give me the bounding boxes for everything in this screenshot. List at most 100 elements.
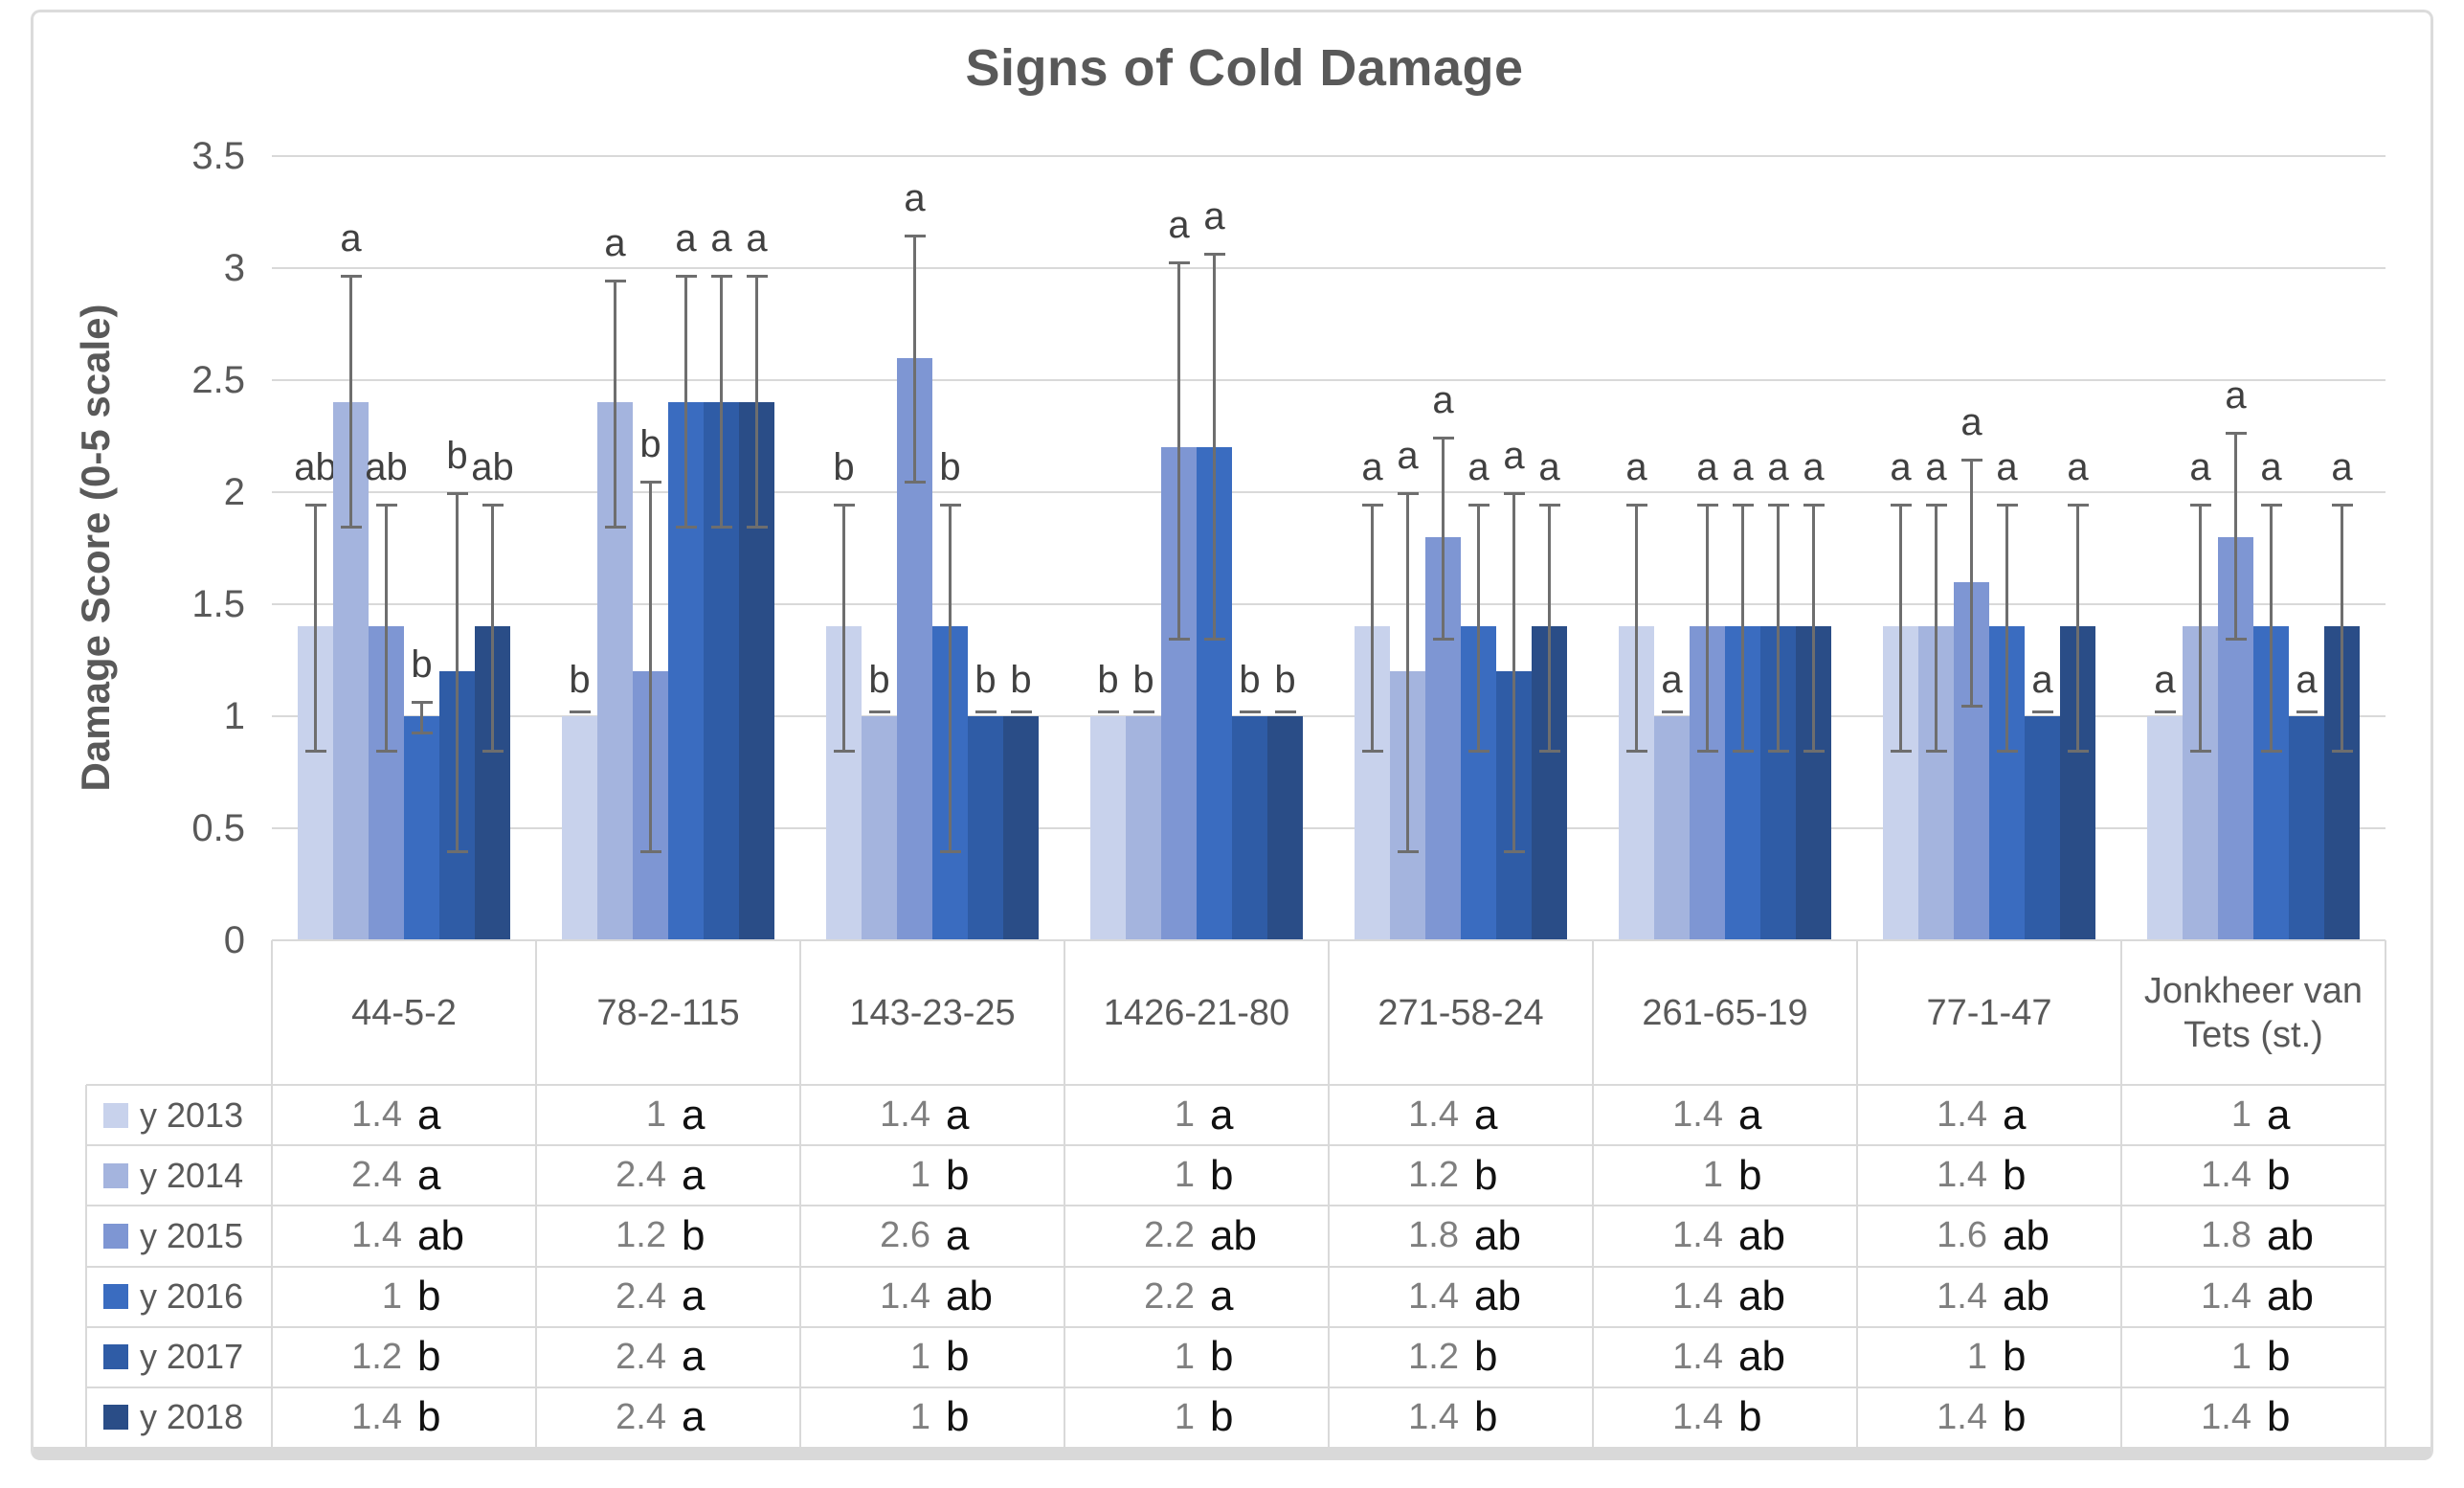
table-cell: 1.4 ab — [2121, 1267, 2386, 1327]
significance-letter: b — [1010, 659, 1032, 701]
bar-y2014-143-23-25 — [862, 716, 897, 940]
error-bar — [684, 275, 687, 527]
table-line — [1856, 940, 1858, 1449]
cell-value: 1.8 — [1408, 1215, 1459, 1256]
cell-value: 1 — [381, 1275, 402, 1317]
error-bar-cap-top — [482, 503, 504, 507]
error-bar-cap-bottom — [1432, 638, 1454, 642]
error-bar-cap-bottom — [1890, 750, 1912, 754]
table-cell: 2.4 a — [536, 1327, 800, 1387]
significance-letter: a — [1397, 435, 1419, 477]
cell-significance-letter: a — [682, 1091, 706, 1139]
significance-letter: a — [1803, 445, 1825, 488]
y-tick-label: 0.5 — [191, 807, 245, 849]
table-cell: 1.4 b — [272, 1387, 536, 1448]
error-bar-cap-top — [604, 279, 626, 282]
y-gridline — [272, 267, 2386, 269]
cell-significance-letter: b — [1210, 1151, 1234, 1199]
table-cell: 1.4 ab — [1593, 1206, 1857, 1266]
cell-significance-letter: ab — [2003, 1273, 2050, 1320]
cell-significance-letter: a — [682, 1333, 706, 1381]
table-cell: 1.4 a — [1593, 1085, 1857, 1145]
error-bar-cap-top — [1732, 503, 1754, 507]
error-bar-dash — [1239, 710, 1261, 713]
category-header-44-5-2: 44-5-2 — [351, 992, 457, 1033]
error-bar — [2076, 503, 2079, 751]
table-line — [86, 1265, 2386, 1268]
significance-letter: a — [904, 176, 926, 219]
error-bar-cap-bottom — [375, 750, 397, 754]
bar-y2013-78-2-115 — [562, 716, 597, 940]
cell-value: 1 — [1702, 1155, 1723, 1196]
significance-letter: ab — [365, 445, 408, 488]
cell-value: 1 — [2230, 1336, 2251, 1377]
error-bar — [1706, 503, 1709, 751]
error-bar-dash — [1661, 710, 1683, 713]
significance-letter: a — [746, 217, 768, 260]
cell-value: 1.4 — [880, 1275, 930, 1317]
error-bar-cap-bottom — [411, 732, 433, 735]
cell-significance-letter: a — [946, 1211, 970, 1259]
error-bar-cap-bottom — [639, 850, 661, 854]
table-cell: 2.4 a — [536, 1145, 800, 1206]
cell-value: 1.8 — [2201, 1215, 2251, 1256]
table-line — [86, 1325, 2386, 1328]
cell-significance-letter: ab — [1474, 1211, 1521, 1259]
error-bar-cap-top — [1168, 260, 1190, 264]
cell-value: 1 — [909, 1155, 930, 1196]
error-bar-dash — [2296, 710, 2318, 713]
error-bar — [1177, 260, 1180, 639]
error-bar-cap-bottom — [1467, 750, 1490, 754]
error-bar-cap-top — [1625, 503, 1647, 507]
error-bar — [1442, 436, 1445, 639]
cell-value: 1 — [1174, 1155, 1195, 1196]
error-bar — [1213, 252, 1216, 639]
error-bar-cap-bottom — [2260, 750, 2282, 754]
cell-significance-letter: b — [946, 1333, 970, 1381]
bar-y2018-1426-21-80 — [1267, 716, 1303, 940]
cell-value: 1 — [909, 1396, 930, 1437]
error-bar-cap-bottom — [1803, 750, 1825, 754]
significance-letter: a — [1696, 445, 1718, 488]
cell-significance-letter: ab — [1738, 1333, 1785, 1381]
cell-significance-letter: a — [2267, 1091, 2291, 1139]
error-bar — [720, 275, 723, 527]
legend-swatch — [103, 1223, 128, 1249]
cell-significance-letter: b — [946, 1151, 970, 1199]
error-bar — [2005, 503, 2008, 751]
table-cell: 1.4 b — [2121, 1145, 2386, 1206]
cell-value: 1.4 — [1937, 1155, 1987, 1196]
table-cell: 1.2 b — [1329, 1145, 1593, 1206]
cell-value: 1.4 — [1937, 1396, 1987, 1437]
category-header-271-58-24: 271-58-24 — [1378, 992, 1544, 1033]
cell-value: 1 — [1966, 1336, 1987, 1377]
significance-letter: a — [2331, 445, 2353, 488]
error-bar — [1812, 503, 1815, 751]
error-bar-cap-bottom — [340, 526, 362, 530]
table-cell: 1.4 b — [1329, 1387, 1593, 1448]
legend-label: y 2015 — [140, 1215, 244, 1255]
table-cell: 1.4 b — [1857, 1387, 2121, 1448]
table-cell: 1.4 ab — [1593, 1267, 1857, 1327]
error-bar-cap-bottom — [1503, 850, 1525, 854]
cell-value: 1 — [1174, 1396, 1195, 1437]
error-bar-cap-bottom — [1168, 638, 1190, 642]
error-bar-cap-bottom — [2067, 750, 2089, 754]
error-bar-dash — [569, 710, 591, 713]
cell-value: 1 — [645, 1094, 666, 1136]
cell-significance-letter: a — [1210, 1273, 1234, 1320]
table-cell: 1.6 ab — [1857, 1206, 2121, 1266]
table-cell: 2.4 a — [536, 1387, 800, 1448]
y-tick-label: 3.5 — [191, 135, 245, 177]
error-bar — [420, 700, 423, 733]
cell-value: 1 — [2230, 1094, 2251, 1136]
cell-significance-letter: b — [2003, 1393, 2027, 1441]
error-bar-cap-top — [2225, 431, 2247, 435]
table-cell: 1.8 ab — [1329, 1206, 1593, 1266]
table-cell: 1.2 b — [272, 1327, 536, 1387]
table-cell: 1.4 a — [272, 1085, 536, 1145]
cell-significance-letter: ab — [1738, 1273, 1785, 1320]
